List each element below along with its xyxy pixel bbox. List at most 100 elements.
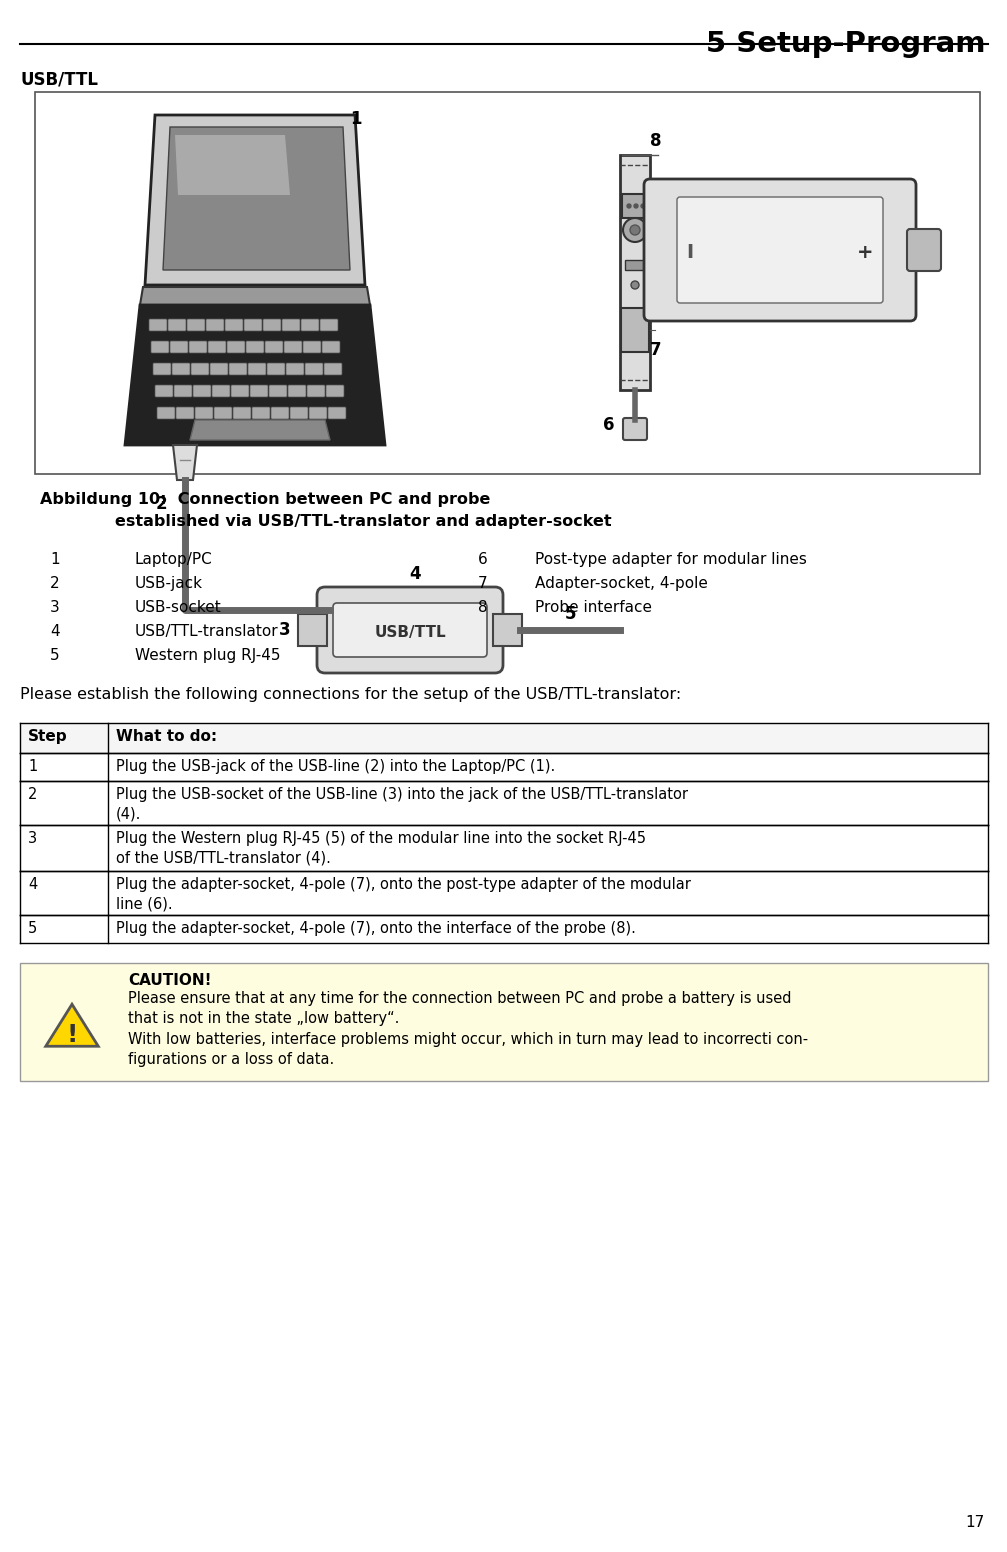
FancyBboxPatch shape <box>174 385 192 397</box>
FancyBboxPatch shape <box>322 341 340 352</box>
Text: Plug the adapter-socket, 4-pole (7), onto the interface of the probe (8).: Plug the adapter-socket, 4-pole (7), ont… <box>116 920 635 936</box>
FancyBboxPatch shape <box>263 320 281 331</box>
FancyBboxPatch shape <box>284 341 302 352</box>
FancyBboxPatch shape <box>309 407 327 419</box>
FancyBboxPatch shape <box>298 615 327 646</box>
FancyBboxPatch shape <box>320 320 338 331</box>
Circle shape <box>641 203 645 208</box>
FancyBboxPatch shape <box>288 385 306 397</box>
FancyBboxPatch shape <box>305 363 323 376</box>
Text: 5 Setup-Program: 5 Setup-Program <box>706 29 985 57</box>
FancyBboxPatch shape <box>195 407 213 419</box>
Text: USB/TTL: USB/TTL <box>20 70 98 88</box>
FancyBboxPatch shape <box>20 723 988 753</box>
Polygon shape <box>140 287 370 306</box>
FancyBboxPatch shape <box>267 363 285 376</box>
Text: 4: 4 <box>50 624 59 639</box>
Text: !: ! <box>66 1023 78 1048</box>
FancyBboxPatch shape <box>172 363 190 376</box>
FancyBboxPatch shape <box>20 826 988 871</box>
Polygon shape <box>175 135 290 196</box>
FancyBboxPatch shape <box>35 92 980 473</box>
FancyBboxPatch shape <box>187 320 205 331</box>
FancyBboxPatch shape <box>493 615 522 646</box>
Polygon shape <box>190 421 330 441</box>
FancyBboxPatch shape <box>212 385 230 397</box>
Text: 1: 1 <box>350 110 362 127</box>
FancyBboxPatch shape <box>151 341 169 352</box>
Text: Step: Step <box>28 729 67 743</box>
FancyBboxPatch shape <box>622 194 648 217</box>
FancyBboxPatch shape <box>214 407 232 419</box>
FancyBboxPatch shape <box>233 407 251 419</box>
Text: USB/TTL-translator: USB/TTL-translator <box>135 624 279 639</box>
Text: 4: 4 <box>409 565 421 584</box>
FancyBboxPatch shape <box>677 197 883 303</box>
FancyBboxPatch shape <box>307 385 325 397</box>
Text: established via USB/TTL-translator and adapter-socket: established via USB/TTL-translator and a… <box>115 514 611 529</box>
Polygon shape <box>125 306 385 445</box>
FancyBboxPatch shape <box>176 407 194 419</box>
Text: USB-socket: USB-socket <box>135 601 222 615</box>
Text: Post-type adapter for modular lines: Post-type adapter for modular lines <box>535 553 807 566</box>
FancyBboxPatch shape <box>244 320 262 331</box>
FancyBboxPatch shape <box>286 363 304 376</box>
Polygon shape <box>173 445 197 480</box>
FancyBboxPatch shape <box>155 385 173 397</box>
Polygon shape <box>163 127 350 270</box>
Circle shape <box>630 225 640 234</box>
FancyBboxPatch shape <box>191 363 209 376</box>
Circle shape <box>634 203 638 208</box>
Text: 3: 3 <box>50 601 59 615</box>
Text: USB-jack: USB-jack <box>135 576 203 591</box>
Text: Western plug RJ-45: Western plug RJ-45 <box>135 649 281 663</box>
FancyBboxPatch shape <box>225 320 243 331</box>
FancyBboxPatch shape <box>227 341 245 352</box>
FancyBboxPatch shape <box>644 178 916 321</box>
FancyBboxPatch shape <box>157 407 175 419</box>
Text: 5: 5 <box>28 920 37 936</box>
Text: 4: 4 <box>28 877 37 892</box>
Circle shape <box>623 217 648 242</box>
Text: Plug the adapter-socket, 4-pole (7), onto the post-type adapter of the modular
l: Plug the adapter-socket, 4-pole (7), ont… <box>116 877 691 911</box>
FancyBboxPatch shape <box>621 307 649 352</box>
FancyBboxPatch shape <box>210 363 228 376</box>
Text: 8: 8 <box>650 132 662 151</box>
FancyBboxPatch shape <box>170 341 188 352</box>
FancyBboxPatch shape <box>252 407 270 419</box>
FancyBboxPatch shape <box>326 385 344 397</box>
FancyBboxPatch shape <box>20 962 988 1082</box>
FancyBboxPatch shape <box>625 261 645 270</box>
FancyBboxPatch shape <box>250 385 268 397</box>
Text: 5: 5 <box>565 605 576 622</box>
Text: Probe interface: Probe interface <box>535 601 652 615</box>
FancyBboxPatch shape <box>153 363 171 376</box>
Text: Please establish the following connections for the setup of the USB/TTL-translat: Please establish the following connectio… <box>20 688 682 702</box>
FancyBboxPatch shape <box>328 407 346 419</box>
FancyBboxPatch shape <box>246 341 264 352</box>
FancyBboxPatch shape <box>623 417 648 441</box>
Text: Please ensure that at any time for the connection between PC and probe a battery: Please ensure that at any time for the c… <box>128 992 809 1068</box>
Text: 17: 17 <box>966 1515 985 1530</box>
FancyBboxPatch shape <box>324 363 342 376</box>
Text: What to do:: What to do: <box>116 729 218 743</box>
FancyBboxPatch shape <box>20 871 988 916</box>
Text: +: + <box>857 244 873 262</box>
Circle shape <box>631 281 639 289</box>
FancyBboxPatch shape <box>317 587 504 674</box>
Text: 2: 2 <box>50 576 59 591</box>
FancyBboxPatch shape <box>20 753 988 781</box>
FancyBboxPatch shape <box>149 320 167 331</box>
Text: 3: 3 <box>278 621 290 639</box>
Text: Plug the USB-socket of the USB-line (3) into the jack of the USB/TTL-translator
: Plug the USB-socket of the USB-line (3) … <box>116 787 688 823</box>
FancyBboxPatch shape <box>229 363 247 376</box>
Text: 6: 6 <box>603 416 615 435</box>
Text: I: I <box>687 244 694 262</box>
FancyBboxPatch shape <box>208 341 226 352</box>
FancyBboxPatch shape <box>303 341 321 352</box>
Text: Abbildung 10:  Connection between PC and probe: Abbildung 10: Connection between PC and … <box>40 492 490 508</box>
Circle shape <box>627 203 631 208</box>
Text: 3: 3 <box>28 830 37 846</box>
FancyBboxPatch shape <box>282 320 300 331</box>
Text: 5: 5 <box>50 649 59 663</box>
